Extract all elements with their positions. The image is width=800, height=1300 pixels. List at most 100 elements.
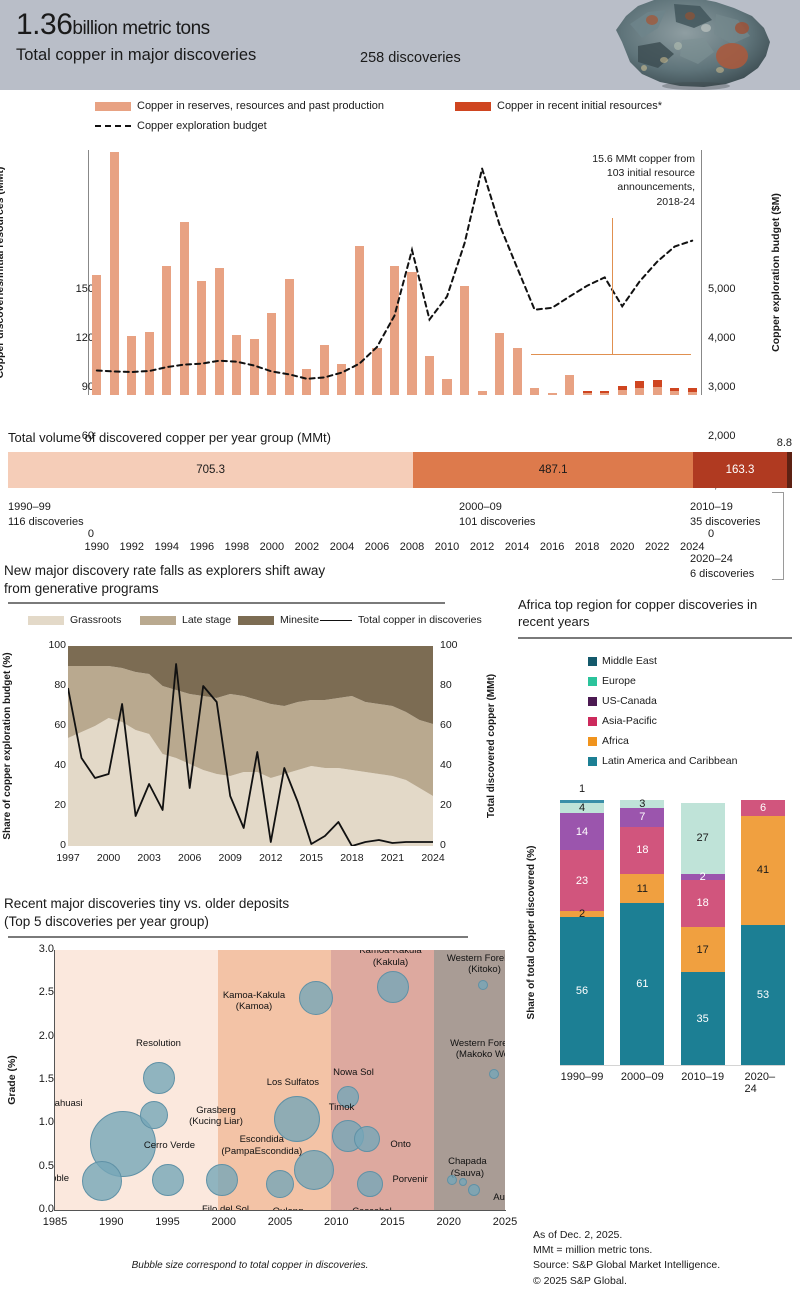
chart1-x-tick: 1998: [224, 541, 250, 553]
bubble-y-tick: 2.0: [38, 1029, 54, 1042]
discovery-bubble: [273, 1096, 320, 1142]
annotation-line-4: 2018-24: [656, 195, 695, 208]
legend-label-initial: Copper in recent initial resources*: [497, 100, 663, 112]
discovery-bubble: [142, 1062, 175, 1095]
chart1-bar-initial: [687, 388, 697, 392]
chart1-bar: [617, 390, 627, 395]
discovery-bubble: [299, 980, 333, 1015]
tv-period-2010s: 2010–19: [690, 501, 733, 513]
tv-group-2000s: 2000–09 101 discoveries: [459, 500, 535, 530]
region-legend-swatch-icon: [588, 676, 597, 686]
bubble-chart-note: Bubble size correspond to total copper i…: [131, 1260, 369, 1271]
region-chart-rule: [518, 637, 792, 639]
region-bar-segment: 61: [620, 903, 665, 1065]
region-legend-label: US-Canada: [602, 695, 657, 707]
chart1-bar: [92, 274, 102, 395]
region-share-chart: Africa top region for copper discoveries…: [510, 595, 800, 1235]
chart1-bar: [582, 392, 592, 395]
region-bar-column: 4 14 23 2 56: [560, 800, 604, 1065]
region-bar-segment: 53: [741, 924, 785, 1065]
legend-item-reserves: Copper in reserves, resources and past p…: [95, 100, 384, 112]
bubble-x-tick: 1985: [42, 1216, 68, 1228]
area-x-tick: 2021: [380, 852, 405, 864]
bubble-x-axis: [54, 1210, 506, 1211]
legend-swatch-minesite-icon: [238, 615, 274, 625]
area-title-line2: from generative programs: [4, 580, 159, 596]
area-y-tick: 40: [54, 759, 66, 771]
bubble-band: [434, 950, 505, 1210]
tv-segment: 163.3: [693, 452, 787, 488]
area-chart-title: New major discovery rate falls as explor…: [4, 562, 325, 597]
chart1-x-tick: 2000: [259, 541, 285, 553]
bubble-label: Chapada (Sauva): [448, 1156, 487, 1179]
chart1-y2-tick: 2,000: [708, 430, 736, 442]
legend-item-initial: Copper in recent initial resources*: [455, 100, 662, 112]
chart1-bar-initial: [670, 387, 680, 391]
chart1-bar: [687, 391, 697, 395]
region-bar-segment: 17: [680, 927, 725, 973]
chart1-bar: [302, 368, 312, 395]
legend-item-minesite: Minesite: [238, 614, 319, 626]
bubble-label: Cerro Verde: [143, 1139, 196, 1151]
chart1-bar: [197, 280, 207, 395]
chart1-bar: [652, 386, 662, 395]
area-x-tick: 1997: [56, 852, 80, 864]
legend-item-budget: Copper exploration budget: [95, 120, 267, 132]
chart1-y-tick: 150: [75, 283, 94, 295]
chart1-bar: [530, 388, 540, 395]
region-chart-y-label: Share of total copper discovered (%): [526, 845, 537, 1020]
tv-bracket: [772, 492, 784, 580]
rock-image: [616, 0, 770, 90]
tv-period-1990s: 1990–99: [8, 501, 51, 513]
discovery-bubble: [293, 1150, 334, 1191]
area-y2-tick: 80: [440, 679, 452, 691]
footer-line-3: Source: S&P Global Market Intelligence.: [533, 1259, 721, 1272]
bubble-subtitle: (Top 5 discoveries per year group): [4, 913, 209, 929]
chart1-x-tick: 2018: [574, 541, 600, 553]
bubble-title: Recent major discoveries tiny vs. older …: [4, 896, 290, 911]
chart1-x-tick: 2014: [504, 541, 530, 553]
bubble-label: Western Foreland(Kitoko): [446, 952, 505, 976]
region-bar-segment: [560, 800, 604, 803]
region-legend-swatch-icon: [588, 716, 597, 726]
area-chart-svg: [68, 646, 433, 846]
chart1-y-tick: 0: [87, 528, 94, 540]
area-x-tick: 2003: [137, 852, 161, 864]
legend-dashed-line-icon: [95, 125, 131, 127]
bubble-x-tick: 2005: [267, 1216, 293, 1228]
legend-label-total-copper: Total copper in discoveries: [358, 614, 482, 626]
chart1-bar: [319, 345, 329, 395]
chart1-y2-tick: 3,000: [708, 381, 736, 393]
chart1-x-tick: 2020: [609, 541, 635, 553]
page-title: 1.36billion metric tons: [16, 8, 210, 42]
area-x-tick: 2000: [96, 852, 121, 864]
bubble-label: Aurora: [493, 1192, 505, 1204]
region-x-tick: 2000–09: [620, 1071, 664, 1083]
bubble-x-tick: 2025: [492, 1216, 518, 1228]
chart1-bar: [442, 379, 452, 395]
bubble-label: Porvenir: [392, 1173, 428, 1185]
area-y2-tick: 20: [440, 799, 452, 811]
chart1-bar-initial: [600, 390, 610, 393]
region-legend-item: US-Canada: [588, 691, 737, 711]
chart1-y-tick: 90: [81, 381, 94, 393]
bubble-label: Onto: [390, 1138, 411, 1150]
chart1-bar: [600, 392, 610, 395]
area-title-line1: New major discovery rate falls as explor…: [4, 563, 326, 578]
annotation-line-3: announcements,: [617, 181, 695, 194]
region-chart-title: Africa top region for copper discoveries…: [518, 597, 757, 631]
chart1-bar: [424, 355, 435, 395]
region-bar-segment: 56: [560, 916, 604, 1065]
area-y-tick: 20: [54, 799, 66, 811]
chart1-bar: [495, 332, 505, 395]
bubble-label: Nowa Sol: [333, 1067, 374, 1079]
bubble-label: Los Sulfatos: [266, 1077, 320, 1088]
discovery-bubble: [82, 1160, 123, 1201]
region-bar-segment: 6: [741, 800, 785, 816]
region-legend-label: Asia-Pacific: [602, 715, 657, 727]
chart1-bar: [267, 313, 277, 395]
area-chart-y-label: Share of copper exploration budget (%): [2, 652, 13, 840]
area-x-tick: 2009: [218, 852, 242, 864]
discovery-bubble: [266, 1170, 294, 1198]
chart1-x-tick: 2006: [364, 541, 390, 553]
